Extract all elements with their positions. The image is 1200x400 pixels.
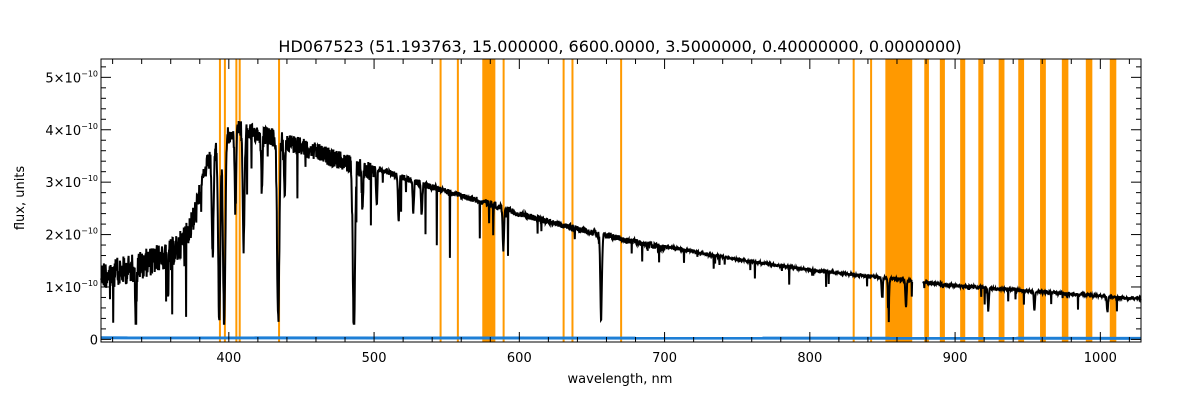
axes: 400 500 600 700 800 900 1000 0 1×10−10 2×10−10 3×1… xyxy=(45,58,1142,366)
x-axis-label: wavelength, nm xyxy=(568,372,673,387)
y-axis-label: flux, units xyxy=(13,166,28,231)
masked-region xyxy=(571,59,574,342)
masked-region xyxy=(502,59,505,342)
x-tick-label: 500 xyxy=(362,351,387,366)
error-series xyxy=(100,336,1142,340)
masked-region xyxy=(456,59,459,342)
masked-region xyxy=(852,59,855,342)
error-line xyxy=(100,336,1142,340)
masked-region xyxy=(238,59,241,342)
masked-region xyxy=(439,59,442,342)
masked-region xyxy=(1085,59,1093,342)
chart-title: HD067523 (51.193763, 15.000000, 6600.000… xyxy=(278,37,961,56)
y-tick-label: 3×10−10 xyxy=(45,174,98,191)
masked-regions xyxy=(218,59,1117,342)
x-tick-label: 700 xyxy=(652,351,677,366)
x-tick-label: 600 xyxy=(507,351,532,366)
masked-region xyxy=(978,59,984,342)
x-tick-label: 900 xyxy=(943,351,968,366)
y-tick-label: 1×10−10 xyxy=(45,279,98,296)
y-tick-label: 4×10−10 xyxy=(45,122,98,139)
masked-region xyxy=(1109,59,1117,342)
masked-region xyxy=(960,59,966,342)
masked-region xyxy=(562,59,565,342)
masked-region xyxy=(1040,59,1046,342)
x-tick-label: 400 xyxy=(216,351,241,366)
flux-series xyxy=(100,120,1142,325)
masked-region xyxy=(620,59,623,342)
masked-region xyxy=(1018,59,1025,342)
plot-frame xyxy=(100,58,1142,343)
masked-region xyxy=(1061,59,1069,342)
x-tick-label: 800 xyxy=(797,351,822,366)
y-tick-label: 5×10−10 xyxy=(45,69,98,86)
masked-region xyxy=(482,59,496,342)
masked-region xyxy=(924,59,929,342)
y-tick-label: 0 xyxy=(90,333,98,348)
x-tick-label: 1000 xyxy=(1084,351,1117,366)
masked-region xyxy=(939,59,945,342)
y-tick-label: 2×10−10 xyxy=(45,227,98,244)
masked-region xyxy=(998,59,1005,342)
masked-region xyxy=(870,59,873,342)
flux-line xyxy=(100,120,1142,325)
